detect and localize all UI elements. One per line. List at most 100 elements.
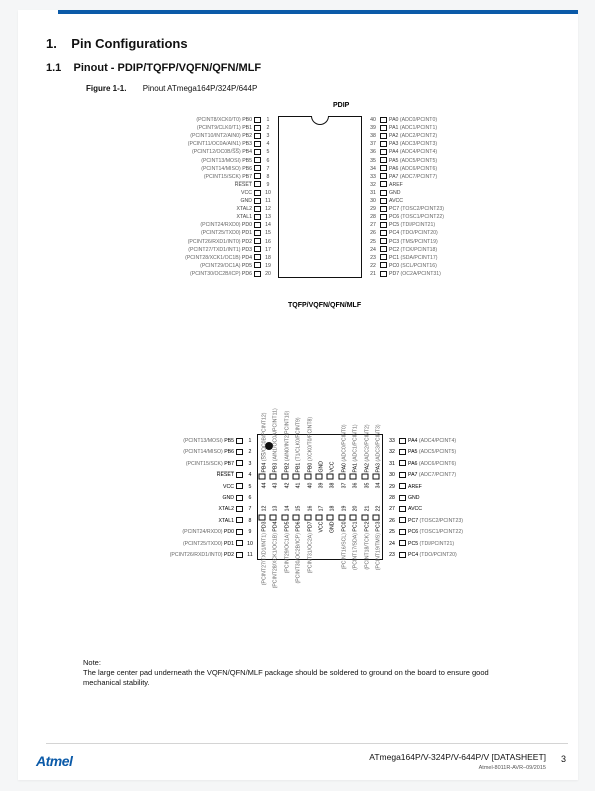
figure-caption-text: Pinout ATmega164P/324P/644P	[143, 84, 258, 93]
pdip-pin: 28PC6 (TOSC1/PCINT22)	[368, 213, 444, 221]
tqfp-pin: 35PA2 (ADC2/PCINT2)	[361, 423, 370, 433]
section-title: Pin Configurations	[71, 36, 187, 51]
content-area: 1. Pin Configurations 1.1 Pinout - PDIP/…	[18, 10, 578, 780]
tqfp-pin: 26PC7 (TOSC2/PCINT23)	[387, 516, 567, 526]
pdip-pin: (PCINT30/OC2B/ICP) PD620	[190, 270, 273, 278]
tqfp-pin: 44PB4 (S̅S̅/OC0B/PCINT12)	[259, 423, 268, 433]
pdip-diagram: PDIP (PCINT8/XCK0/T0) PB01(PCINT9/CLK0/T…	[73, 102, 513, 292]
tqfp-pin: 25PC6 (TOSC1/PCINT22)	[387, 527, 567, 537]
pdip-pin: XTAL212	[237, 205, 273, 213]
pdip-notch-icon	[311, 116, 329, 125]
tqfp-pin: (PCINT14/MISO) PB62	[73, 447, 255, 457]
section-number: 1.	[46, 36, 57, 51]
tqfp-pin: 27AVCC	[387, 504, 567, 514]
pdip-title: PDIP	[333, 102, 349, 109]
tqfp-pin: 24PC5 (TDI/PCINT21)	[387, 539, 567, 549]
page: 1. Pin Configurations 1.1 Pinout - PDIP/…	[18, 10, 578, 780]
tqfp-pin: (PCINT29/OC1A) PD514	[281, 562, 290, 572]
brand-logo: Atmel	[36, 753, 72, 769]
tqfp-pin: 38VCC	[327, 423, 336, 433]
pdip-pin: 32AREF	[368, 181, 403, 189]
tqfp-pin: (PCINT28/XCK1/OC1B) PD413	[270, 562, 279, 572]
tqfp-pin: 37PA0 (ADC0/PCINT0)	[338, 423, 347, 433]
pdip-pin: 40PA0 (ADC0/PCINT0)	[368, 116, 437, 124]
tqfp-pin: 36PA1 (ADC1/PCINT1)	[350, 423, 359, 433]
pdip-pin: VCC10	[241, 189, 273, 197]
tqfp-pin: (PCINT18/TCK) PC221	[361, 562, 370, 572]
subsection-heading: 1.1 Pinout - PDIP/TQFP/VQFN/QFN/MLF	[46, 62, 261, 74]
pdip-pin: (PCINT13/MOSI) PB56	[201, 157, 273, 165]
tqfp-pin: 28GND	[387, 493, 567, 503]
note-label: Note:	[83, 658, 119, 668]
tqfp-pin: 29AREF	[387, 482, 567, 492]
tqfp-pin: 41PB1 (T1/CLK0/PCINT9)	[293, 423, 302, 433]
pdip-pin: 38PA2 (ADC2/PCINT2)	[368, 132, 437, 140]
tqfp-pin: VCC5	[73, 482, 255, 492]
tqfp-pin: GND18	[327, 562, 336, 572]
tqfp-pin: 39GND	[316, 423, 325, 433]
pdip-pin: GND11	[240, 197, 273, 205]
tqfp-pin: (PCINT13/MOSI) PB51	[73, 436, 255, 446]
tqfp-pin: XTAL18	[73, 516, 255, 526]
pdip-pin: (PCINT15/SCK) PB78	[204, 173, 273, 181]
figure-caption: Figure 1-1. Pinout ATmega164P/324P/644P	[86, 84, 257, 93]
tqfp-pin: 33PA4 (ADC4/PCINT4)	[387, 436, 567, 446]
pdip-pin: 24PC2 (TCK/PCINT18)	[368, 246, 437, 254]
pdip-pin: 31GND	[368, 189, 401, 197]
section-heading: 1. Pin Configurations	[46, 36, 188, 51]
note-block: Note: The large center pad underneath th…	[83, 658, 558, 688]
tqfp-pin: GND6	[73, 493, 255, 503]
pdip-pin: (PCINT12/OC0B/S̅S̅) PB45	[192, 148, 273, 156]
pdip-pin: 26PC4 (TDO/PCINT20)	[368, 229, 438, 237]
tqfp-pin: 23PC4 (TDO/PCINT20)	[387, 550, 567, 560]
pdip-pin: R̅E̅S̅E̅T̅9	[235, 181, 273, 189]
tqfp-pin: R̅E̅S̅E̅T̅4	[73, 470, 255, 480]
pdip-pin: 23PC1 (SDA/PCINT17)	[368, 254, 437, 262]
pdip-pin: (PCINT11/OC0A/AIN1) PB34	[188, 140, 273, 148]
tqfp-pin: (PCINT27/TXD1/INT1) PD312	[259, 562, 268, 572]
pdip-pin: (PCINT24/RXD0) PD014	[200, 221, 273, 229]
footer-doc-code: Atmel-8011R-AVR–09/2015	[479, 765, 546, 771]
tqfp-pin: 40PB0 (XCK0/T0/PCINT8)	[304, 423, 313, 433]
pdip-pin: 37PA3 (ADC3/PCINT3)	[368, 140, 437, 148]
pdip-pin: XTAL113	[237, 213, 273, 221]
pdip-pin: 39PA1 (ADC1/PCINT1)	[368, 124, 437, 132]
pdip-pin: 30AVCC	[368, 197, 403, 205]
pdip-pin: (PCINT14/MISO) PB67	[201, 165, 273, 173]
pdip-pin: (PCINT10/INT2/AIN0) PB23	[190, 132, 273, 140]
tqfp-pin: (PCINT30/OC2B/ICP) PD615	[293, 562, 302, 572]
pdip-pin: 34PA6 (ADC6/PCINT6)	[368, 165, 437, 173]
pdip-pin: 29PC7 (TOSC2/PCINT23)	[368, 205, 444, 213]
pdip-pin: (PCINT27/TXD1/INT1) PD317	[188, 246, 273, 254]
pdip-pin: (PCINT25/TXD0) PD115	[201, 229, 273, 237]
tqfp-pin: 31PA6 (ADC6/PCINT6)	[387, 459, 567, 469]
tqfp-pin: (PCINT16/SCL) PC019	[338, 562, 347, 572]
subsection-title: Pinout - PDIP/TQFP/VQFN/QFN/MLF	[74, 62, 262, 74]
pdip-pin: 35PA5 (ADC5/PCINT5)	[368, 157, 437, 165]
pdip-pin: 21PD7 (OC2A/PCINT31)	[368, 270, 441, 278]
pdip-pin: (PCINT29/OC1A) PD519	[200, 262, 273, 270]
tqfp-pin: 43PB3 (AIN1/OC0A/PCINT11)	[270, 423, 279, 433]
tqfp-pin: 32PA5 (ADC5/PCINT5)	[387, 447, 567, 457]
tqfp-pin: (PCINT25/TXD0) PD110	[73, 539, 255, 549]
figure-label: Figure 1-1.	[86, 84, 126, 93]
pdip-pin: (PCINT8/XCK0/T0) PB01	[196, 116, 273, 124]
pdip-pin: (PCINT28/XCK1/OC1B) PD418	[185, 254, 273, 262]
tqfp-pin: (PCINT26/RXD1/INT0) PD211	[73, 550, 255, 560]
tqfp-pin: (PCINT19/TMS) PC322	[373, 562, 382, 572]
tqfp-diagram: TQFP/VQFN/QFN/MLF (PCINT13/MOSI) PB51(PC…	[73, 302, 513, 642]
page-number: 3	[561, 754, 566, 764]
tqfp-pin: VCC17	[316, 562, 325, 572]
tqfp-top-pins: 44PB4 (S̅S̅/OC0B/PCINT12)43PB3 (AIN1/OC0…	[257, 302, 383, 432]
note-text: The large center pad underneath the VQFN…	[83, 668, 523, 688]
tqfp-pin: (PCINT15/SCK) PB73	[73, 459, 255, 469]
subsection-number: 1.1	[46, 62, 61, 74]
pdip-pin: 25PC3 (TMS/PCINT19)	[368, 238, 438, 246]
tqfp-pin: (PCINT31/OC2A) PD716	[304, 562, 313, 572]
tqfp-pin: (PCINT24/RXD0) PD09	[73, 527, 255, 537]
pdip-pin: (PCINT9/CLK0/T1) PB12	[197, 124, 273, 132]
tqfp-pin: 34PA3 (ADC3/PCINT3)	[373, 423, 382, 433]
pdip-pin: 22PC0 (SCL/PCINT16)	[368, 262, 437, 270]
tqfp-pin: XTAL27	[73, 504, 255, 514]
footer-doc-title: ATmega164P/V-324P/V-644P/V [DATASHEET]	[369, 752, 546, 762]
